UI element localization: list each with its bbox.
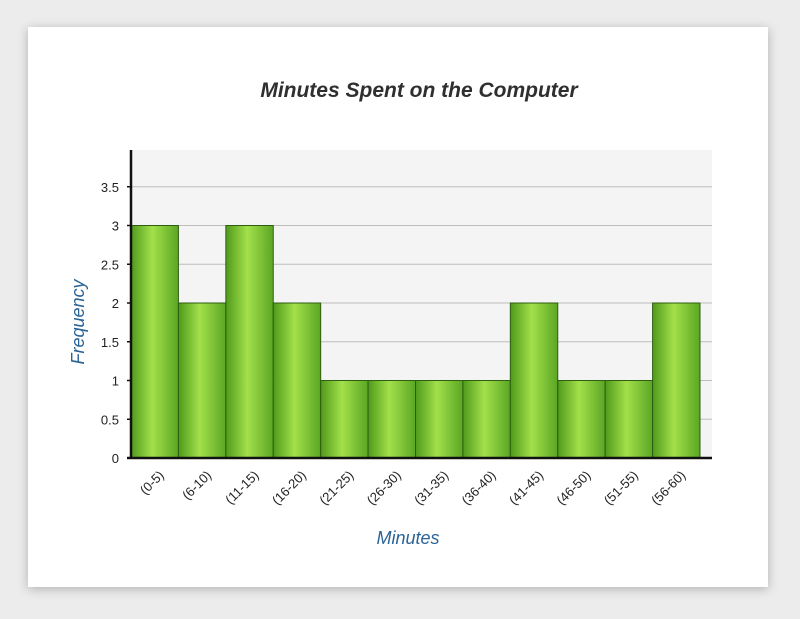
y-tick-label: 3.5	[101, 180, 119, 195]
x-tick-label: (11-15)	[222, 468, 262, 508]
bar	[367, 380, 417, 459]
y-tick-labels: 0 0.5 1 1.5 2 2.5 3 3.5	[101, 180, 131, 466]
x-tick-label: (0-5)	[137, 468, 167, 498]
y-tick-label: 0.5	[101, 412, 119, 427]
x-axis-label: Minutes	[376, 528, 439, 548]
bar	[320, 380, 369, 459]
x-tick-label: (26-30)	[364, 468, 404, 508]
y-tick-label: 0	[112, 451, 119, 466]
x-tick-label: (31-35)	[411, 468, 451, 508]
x-tick-label: (21-25)	[316, 468, 356, 508]
bars	[130, 225, 701, 459]
bar	[415, 380, 464, 459]
axes	[127, 150, 712, 460]
bar	[272, 302, 322, 459]
chart-title: Minutes Spent on the Computer	[260, 79, 579, 102]
bar	[130, 225, 179, 459]
y-tick-label: 1.5	[101, 335, 119, 350]
x-tick-label: (16-20)	[269, 468, 309, 508]
x-tick-label: (6-10)	[179, 468, 214, 503]
bar	[177, 302, 227, 459]
x-tick-label: (36-40)	[458, 468, 498, 508]
bar	[509, 302, 559, 459]
y-tick-label: 2.5	[101, 257, 119, 272]
bar	[652, 302, 701, 459]
x-tick-label: (56-60)	[648, 468, 688, 508]
x-tick-label: (46-50)	[553, 468, 593, 508]
y-tick-label: 2	[112, 296, 119, 311]
y-tick-label: 1	[112, 374, 119, 389]
bar	[225, 225, 274, 459]
x-tick-label: (51-55)	[601, 468, 641, 508]
bar	[557, 380, 606, 459]
y-axis-label: Frequency	[68, 278, 88, 364]
bar	[462, 380, 511, 459]
y-tick-label: 3	[112, 219, 119, 234]
x-tick-labels: (0-5) (6-10) (11-15) (16-20) (21-25) (26-30)(…	[137, 468, 689, 508]
x-tick-label: (41-45)	[506, 468, 546, 508]
bar	[604, 380, 654, 459]
